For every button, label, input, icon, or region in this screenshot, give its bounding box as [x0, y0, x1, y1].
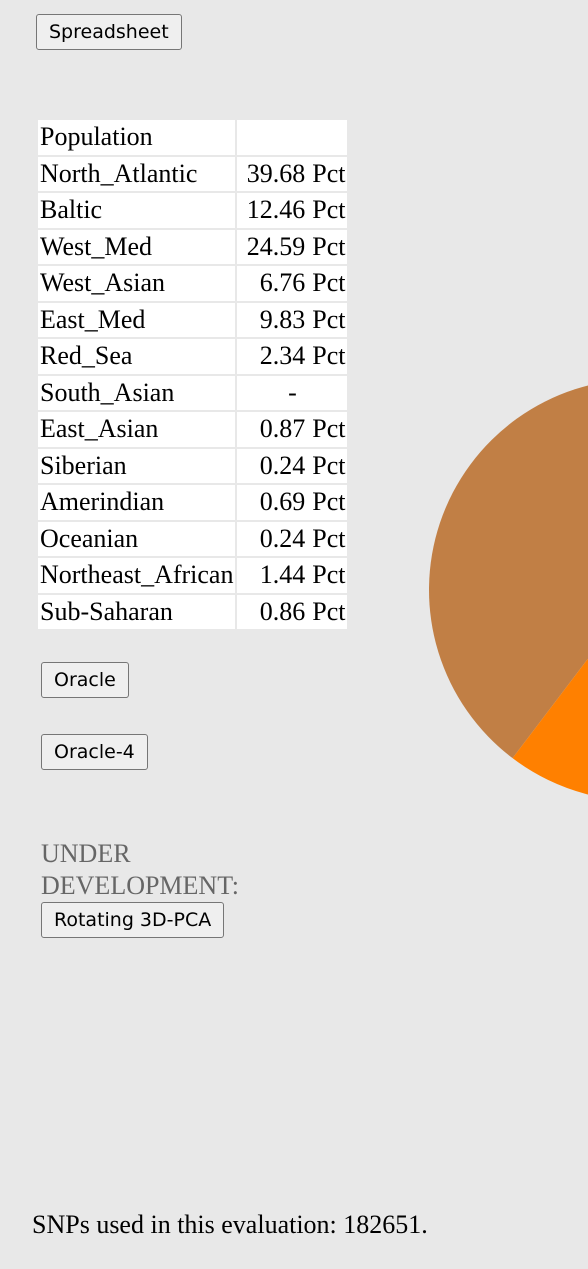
unit: Pct [312, 341, 346, 371]
value-cell: 39.68 Pct [237, 156, 348, 191]
table-row: Amerindian 0.69 Pct [38, 485, 348, 520]
table-row: East_Asian 0.87 Pct [38, 412, 348, 447]
unit: Pct [312, 195, 346, 225]
table-row: Siberian 0.24 Pct [38, 448, 348, 483]
oracle4-button[interactable]: Oracle-4 [41, 734, 148, 770]
value: 0.86 [259, 596, 306, 626]
population-cell: Baltic [38, 193, 236, 228]
value-cell: 0.24 Pct [237, 521, 348, 556]
population-table: Population North_Atlantic 39.68 Pct Baltic 1… [36, 118, 349, 631]
value: 2.34 [259, 341, 306, 371]
table-row: South_Asian - [38, 375, 348, 410]
value-cell: - [237, 375, 348, 410]
population-cell: Sub-Saharan [38, 594, 236, 629]
value-cell: 0.87 Pct [237, 412, 348, 447]
spreadsheet-button[interactable]: Spreadsheet [36, 14, 182, 50]
value-cell: 9.83 Pct [237, 302, 348, 337]
header-cell: Population [38, 120, 236, 155]
value: 39.68 [246, 158, 306, 188]
population-cell: West_Med [38, 229, 236, 264]
table-row: Sub-Saharan 0.86 Pct [38, 594, 348, 629]
table-row: Red_Sea 2.34 Pct [38, 339, 348, 374]
value-cell: 12.46 Pct [237, 193, 348, 228]
value: 0.24 [259, 450, 306, 480]
value-cell: 0.69 Pct [237, 485, 348, 520]
pie-slice [512, 658, 588, 795]
header-row: Population [38, 120, 348, 155]
population-cell: Oceanian [38, 521, 236, 556]
unit: Pct [312, 231, 346, 261]
unit: Pct [312, 304, 346, 334]
value: 6.76 [259, 268, 306, 298]
value: - [288, 377, 297, 407]
table-row: West_Asian 6.76 Pct [38, 266, 348, 301]
unit: Pct [312, 487, 346, 517]
value-cell: 1.44 Pct [237, 558, 348, 593]
population-cell: West_Asian [38, 266, 236, 301]
population-cell: South_Asian [38, 375, 236, 410]
unit: Pct [312, 560, 346, 590]
population-cell: East_Asian [38, 412, 236, 447]
value: 24.59 [246, 231, 306, 261]
unit: Pct [312, 414, 346, 444]
unit: Pct [312, 450, 346, 480]
population-cell: Red_Sea [38, 339, 236, 374]
population-cell: East_Med [38, 302, 236, 337]
population-cell: Northeast_African [38, 558, 236, 593]
footer: SNPs used in this evaluation: 182651. [32, 1210, 428, 1239]
table-row: North_Atlantic 39.68 Pct [38, 156, 348, 191]
value: 0.24 [259, 523, 306, 553]
table-row: Northeast_African 1.44 Pct [38, 558, 348, 593]
pie-slice [429, 385, 588, 759]
population-cell: Amerindian [38, 485, 236, 520]
value: 12.46 [246, 195, 306, 225]
unit: Pct [312, 596, 346, 626]
value: 0.87 [259, 414, 306, 444]
table-row: Baltic 12.46 Pct [38, 193, 348, 228]
value-cell: 2.34 Pct [237, 339, 348, 374]
pca-button[interactable]: Rotating 3D-PCA [41, 902, 225, 938]
unit: Pct [312, 268, 346, 298]
value: 9.83 [259, 304, 306, 334]
header-cell [237, 120, 348, 155]
population-cell: North_Atlantic [38, 156, 236, 191]
value-cell: 0.86 Pct [237, 594, 348, 629]
table-row: West_Med 24.59 Pct [38, 229, 348, 264]
value-cell: 24.59 Pct [237, 229, 348, 264]
value: 1.44 [259, 560, 306, 590]
unit: Pct [312, 523, 346, 553]
value-cell: 0.24 Pct [237, 448, 348, 483]
note: UNDER DEVELOPMENT: [41, 839, 240, 900]
table-row: Oceanian 0.24 Pct [38, 521, 348, 556]
value: 0.69 [259, 487, 306, 517]
value-cell: 6.76 Pct [237, 266, 348, 301]
table-row: East_Med 9.83 Pct [38, 302, 348, 337]
population-cell: Siberian [38, 448, 236, 483]
oracle-button[interactable]: Oracle [41, 662, 129, 698]
unit: Pct [312, 158, 346, 188]
